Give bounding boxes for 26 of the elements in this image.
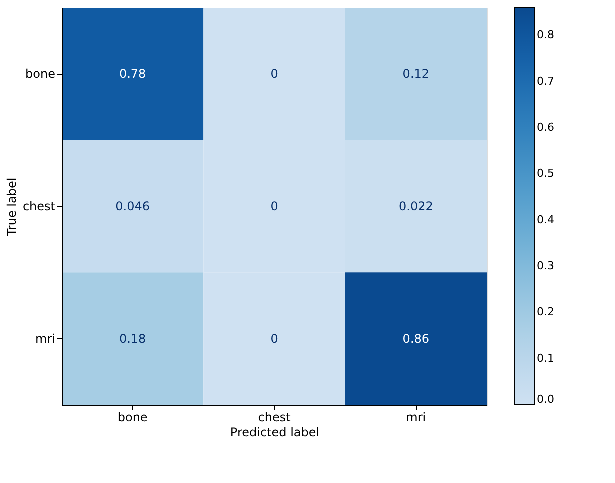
data-label: 0.046 bbox=[116, 200, 150, 214]
y-tick-label: chest bbox=[22, 200, 56, 214]
data-label: 0.12 bbox=[402, 67, 430, 82]
data-label: 0 bbox=[270, 200, 278, 214]
x-tick-label: mri bbox=[406, 410, 426, 424]
color-bar-label: 0.6 bbox=[537, 121, 554, 134]
y-tick-label: mri bbox=[36, 332, 56, 346]
data-label: 0.78 bbox=[119, 67, 146, 82]
color-bar-label: 0.2 bbox=[537, 306, 554, 319]
y-tick-label: bone bbox=[26, 67, 56, 82]
data-label: 0.022 bbox=[398, 200, 434, 214]
color-bar-label: 0.3 bbox=[537, 260, 554, 273]
data-label: 0 bbox=[270, 67, 278, 82]
color-bar-label: 0.0 bbox=[537, 393, 554, 406]
x-axis-title: Predicted label bbox=[230, 426, 320, 440]
data-label: 0.86 bbox=[402, 332, 430, 346]
data-label: 0.18 bbox=[119, 332, 146, 346]
color-bar-label: 0.1 bbox=[537, 352, 554, 365]
x-tick-label: bone bbox=[118, 410, 148, 424]
color-bar-label: 0.7 bbox=[537, 74, 554, 88]
color-bar-label: 0.8 bbox=[537, 28, 554, 42]
color-bar-label: 0.5 bbox=[537, 167, 554, 180]
x-tick-label: chest bbox=[258, 410, 292, 424]
y-axis-title: True label bbox=[4, 178, 19, 238]
data-label: 0 bbox=[270, 332, 278, 346]
color-bar-label: 0.4 bbox=[537, 213, 554, 226]
